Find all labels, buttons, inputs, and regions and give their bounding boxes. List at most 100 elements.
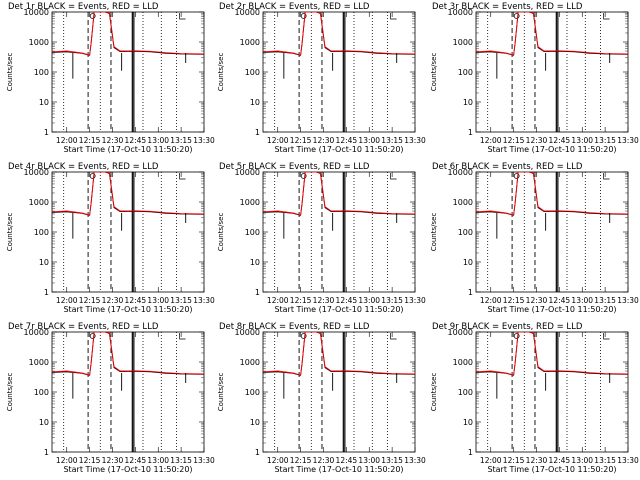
circle-marker-icon <box>89 13 96 19</box>
x-tick-label: 13:15 <box>170 296 192 305</box>
x-tick-label: 13:30 <box>404 296 426 305</box>
y-tick-label: 1000 <box>240 198 260 207</box>
circle-marker-icon <box>300 173 307 179</box>
events-series-line <box>476 332 628 376</box>
y-tick-label: 1000 <box>29 198 49 207</box>
x-tick-label: 13:15 <box>594 136 616 145</box>
events-series-line <box>263 12 415 56</box>
y-tick-label: 10 <box>39 98 49 107</box>
x-tick-label: 12:30 <box>313 296 335 305</box>
x-tick-label: 12:45 <box>125 136 147 145</box>
y-tick-label: 10000 <box>235 328 260 337</box>
x-axis-label: Start Time (17-Oct-10 11:50:20) <box>63 145 192 154</box>
y-tick-label: 100 <box>34 68 49 77</box>
x-tick-label: 13:00 <box>571 296 593 305</box>
x-tick-label: 13:30 <box>404 456 426 465</box>
plot-frame <box>51 331 205 453</box>
x-tick-label: 13:00 <box>147 296 169 305</box>
x-tick-label: 12:45 <box>336 296 358 305</box>
corner-marker-icon <box>390 173 397 180</box>
x-tick-label: 13:15 <box>381 456 403 465</box>
corner-marker-icon <box>179 13 186 20</box>
y-tick-label: 10000 <box>448 328 473 337</box>
x-tick-label: 12:30 <box>102 296 124 305</box>
circle-marker-icon <box>89 173 96 179</box>
detector-plot: Det 1r BLACK = Events, RED = LLD 1 10 100 10… <box>6 2 215 154</box>
plot-title: Det 5r BLACK = Events, RED = LLD <box>219 162 370 172</box>
y-axis-label: Counts/sec <box>430 213 438 252</box>
corner-marker-icon <box>603 333 610 340</box>
y-tick-label: 1 <box>255 288 260 297</box>
x-tick-label: 13:15 <box>381 296 403 305</box>
x-tick-label: 12:15 <box>79 136 101 145</box>
y-tick-label: 1000 <box>453 358 473 367</box>
x-tick-label: 12:30 <box>526 456 548 465</box>
plot-title: Det 6r BLACK = Events, RED = LLD <box>432 162 583 172</box>
x-tick-label: 12:45 <box>549 136 571 145</box>
detector-plot: Det 7r BLACK = Events, RED = LLD 1 10 100 10… <box>6 322 215 474</box>
x-tick-label: 12:15 <box>79 296 101 305</box>
x-tick-label: 13:00 <box>147 136 169 145</box>
plot-frame <box>475 331 629 453</box>
y-tick-label: 1 <box>468 448 473 457</box>
y-axis-label: Counts/sec <box>6 53 14 92</box>
y-tick-label: 10000 <box>24 8 49 17</box>
plot-frame <box>51 11 205 133</box>
detector-plot: Det 9r BLACK = Events, RED = LLD 1 10 100 10… <box>430 322 639 474</box>
plot-title: Det 2r BLACK = Events, RED = LLD <box>219 2 370 12</box>
x-axis-label: Start Time (17-Oct-10 11:50:20) <box>63 465 192 474</box>
corner-marker-icon <box>179 173 186 180</box>
plot-title: Det 9r BLACK = Events, RED = LLD <box>432 322 583 332</box>
y-tick-label: 1000 <box>453 198 473 207</box>
y-tick-label: 10000 <box>448 8 473 17</box>
y-tick-label: 10 <box>250 418 260 427</box>
plot-title: Det 8r BLACK = Events, RED = LLD <box>219 322 370 332</box>
x-tick-label: 12:45 <box>125 456 147 465</box>
x-tick-label: 12:45 <box>336 136 358 145</box>
x-tick-label: 12:45 <box>125 296 147 305</box>
y-tick-label: 10000 <box>235 168 260 177</box>
x-axis-label: Start Time (17-Oct-10 11:50:20) <box>63 305 192 314</box>
lld-series-line <box>476 332 628 376</box>
x-tick-label: 13:30 <box>404 136 426 145</box>
plot-title: Det 4r BLACK = Events, RED = LLD <box>8 162 159 172</box>
y-axis-label: Counts/sec <box>6 213 14 252</box>
y-tick-label: 10000 <box>235 8 260 17</box>
y-tick-label: 100 <box>245 228 260 237</box>
lld-series-line <box>263 332 415 376</box>
x-axis-label: Start Time (17-Oct-10 11:50:20) <box>487 145 616 154</box>
x-tick-label: 12:00 <box>480 296 502 305</box>
corner-marker-icon <box>390 13 397 20</box>
y-tick-label: 1000 <box>453 38 473 47</box>
x-tick-label: 13:00 <box>358 136 380 145</box>
circle-marker-icon <box>513 173 520 179</box>
x-tick-label: 12:30 <box>102 136 124 145</box>
events-series-line <box>263 172 415 216</box>
y-tick-label: 10 <box>250 258 260 267</box>
plot-title: Det 3r BLACK = Events, RED = LLD <box>432 2 583 12</box>
x-tick-label: 13:30 <box>193 456 215 465</box>
y-tick-label: 10 <box>39 418 49 427</box>
corner-marker-icon <box>390 333 397 340</box>
events-series-line <box>476 12 628 56</box>
plot-title: Det 1r BLACK = Events, RED = LLD <box>8 2 159 12</box>
x-tick-label: 13:00 <box>571 456 593 465</box>
events-series-line <box>52 12 204 56</box>
x-axis-label: Start Time (17-Oct-10 11:50:20) <box>274 465 403 474</box>
plot-title: Det 7r BLACK = Events, RED = LLD <box>8 322 159 332</box>
y-tick-label: 10000 <box>24 328 49 337</box>
detector-plot: Det 2r BLACK = Events, RED = LLD 1 10 100 10… <box>217 2 426 154</box>
events-series-line <box>476 172 628 216</box>
x-tick-label: 12:45 <box>549 296 571 305</box>
x-tick-label: 12:00 <box>267 136 289 145</box>
x-tick-label: 13:30 <box>617 136 639 145</box>
corner-marker-icon <box>179 333 186 340</box>
y-tick-label: 10000 <box>24 168 49 177</box>
y-tick-label: 1 <box>44 288 49 297</box>
lld-series-line <box>52 172 204 216</box>
y-tick-label: 1 <box>255 448 260 457</box>
y-axis-label: Counts/sec <box>217 53 225 92</box>
y-tick-label: 1000 <box>240 358 260 367</box>
x-tick-label: 13:30 <box>193 136 215 145</box>
